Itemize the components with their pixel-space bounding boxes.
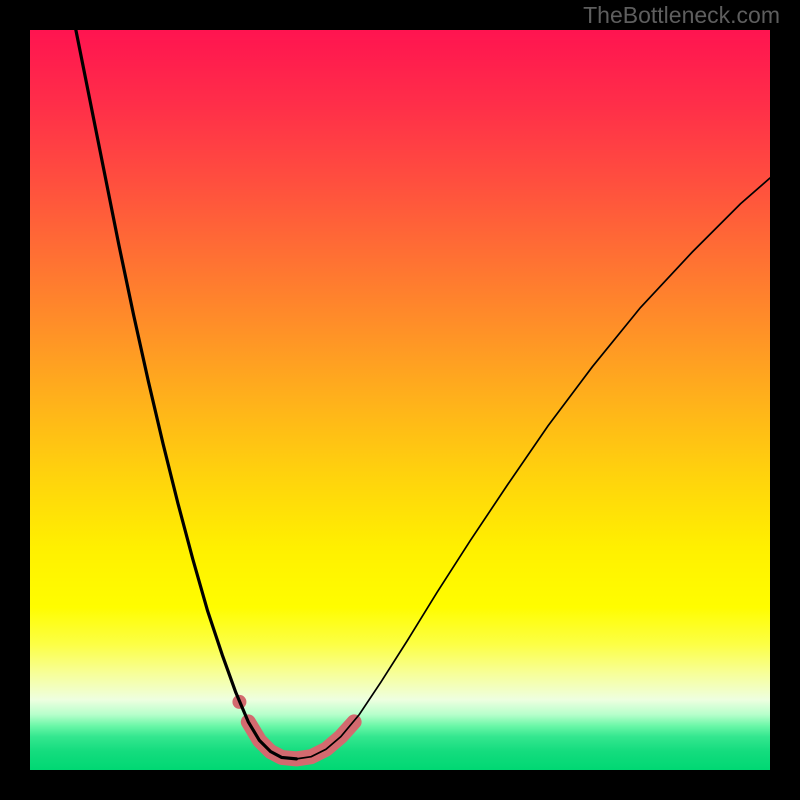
- curve-right: [296, 178, 770, 759]
- watermark-text: TheBottleneck.com: [583, 2, 780, 29]
- highlight-segment: [248, 722, 354, 759]
- chart-curves: [30, 30, 770, 770]
- curve-left: [76, 30, 297, 759]
- plot-area: [30, 30, 770, 770]
